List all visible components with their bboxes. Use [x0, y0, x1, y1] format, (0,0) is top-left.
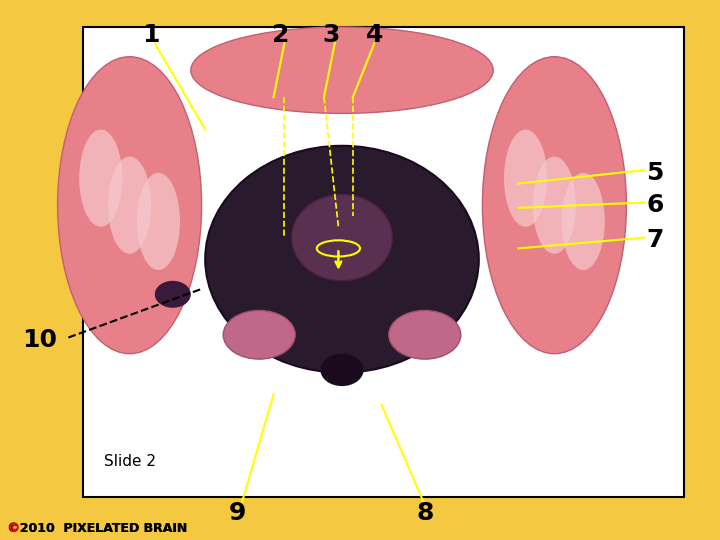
Text: 2010  PIXELATED BRAIN: 2010 PIXELATED BRAIN [20, 522, 188, 535]
Text: 6: 6 [647, 193, 664, 217]
Ellipse shape [533, 157, 576, 254]
Text: Slide 2: Slide 2 [104, 454, 156, 469]
Text: ©: © [7, 522, 19, 535]
Ellipse shape [292, 194, 392, 281]
Ellipse shape [108, 157, 151, 254]
Text: 9: 9 [229, 501, 246, 525]
Ellipse shape [205, 146, 479, 373]
Ellipse shape [137, 173, 180, 270]
Ellipse shape [389, 310, 461, 359]
Ellipse shape [562, 173, 605, 270]
Ellipse shape [223, 310, 295, 359]
Ellipse shape [320, 354, 364, 386]
Ellipse shape [58, 57, 202, 354]
Text: 3: 3 [323, 23, 340, 47]
Ellipse shape [191, 27, 493, 113]
Text: 8: 8 [416, 501, 433, 525]
Text: 5: 5 [647, 161, 664, 185]
Text: 2: 2 [272, 23, 289, 47]
Text: 10: 10 [22, 328, 57, 352]
Text: ©2010  PIXELATED BRAIN: ©2010 PIXELATED BRAIN [7, 522, 187, 535]
Ellipse shape [504, 130, 547, 227]
Circle shape [155, 281, 191, 308]
FancyBboxPatch shape [83, 27, 684, 497]
Ellipse shape [79, 130, 122, 227]
Text: 7: 7 [647, 228, 664, 252]
Ellipse shape [482, 57, 626, 354]
Text: 1: 1 [143, 23, 160, 47]
Text: 4: 4 [366, 23, 383, 47]
